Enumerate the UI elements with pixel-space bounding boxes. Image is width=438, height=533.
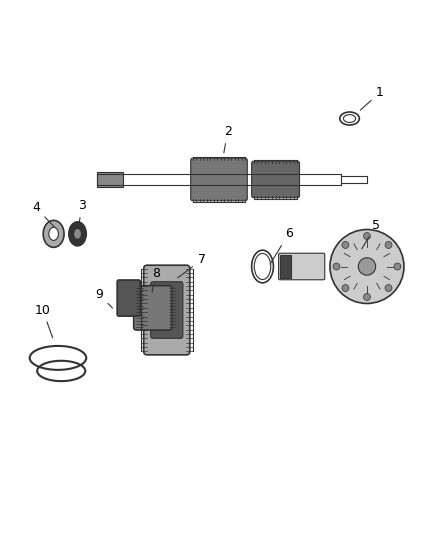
Circle shape [364,294,371,301]
FancyBboxPatch shape [134,286,172,330]
FancyBboxPatch shape [191,158,247,201]
FancyBboxPatch shape [117,280,140,316]
Text: 2: 2 [224,125,232,153]
Circle shape [364,232,371,239]
Bar [97,172,123,187]
Circle shape [333,263,340,270]
Circle shape [385,285,392,292]
Text: 8: 8 [152,266,160,292]
Circle shape [342,285,349,292]
Bar [280,255,291,278]
Text: 6: 6 [270,228,293,264]
Text: 4: 4 [32,201,55,228]
Text: 7: 7 [178,254,205,278]
Ellipse shape [74,229,81,239]
Text: 3: 3 [78,199,86,222]
FancyBboxPatch shape [279,253,325,280]
FancyBboxPatch shape [252,161,300,198]
Text: 9: 9 [95,288,113,308]
Circle shape [385,241,392,248]
FancyBboxPatch shape [144,265,190,355]
Ellipse shape [43,220,64,247]
Ellipse shape [69,222,86,246]
Circle shape [394,263,401,270]
Text: 1: 1 [360,86,384,110]
Circle shape [342,241,349,248]
FancyBboxPatch shape [151,282,183,338]
Circle shape [330,230,404,303]
Text: 10: 10 [35,303,53,338]
Text: 5: 5 [362,219,380,249]
Ellipse shape [49,228,58,240]
Circle shape [358,258,376,275]
